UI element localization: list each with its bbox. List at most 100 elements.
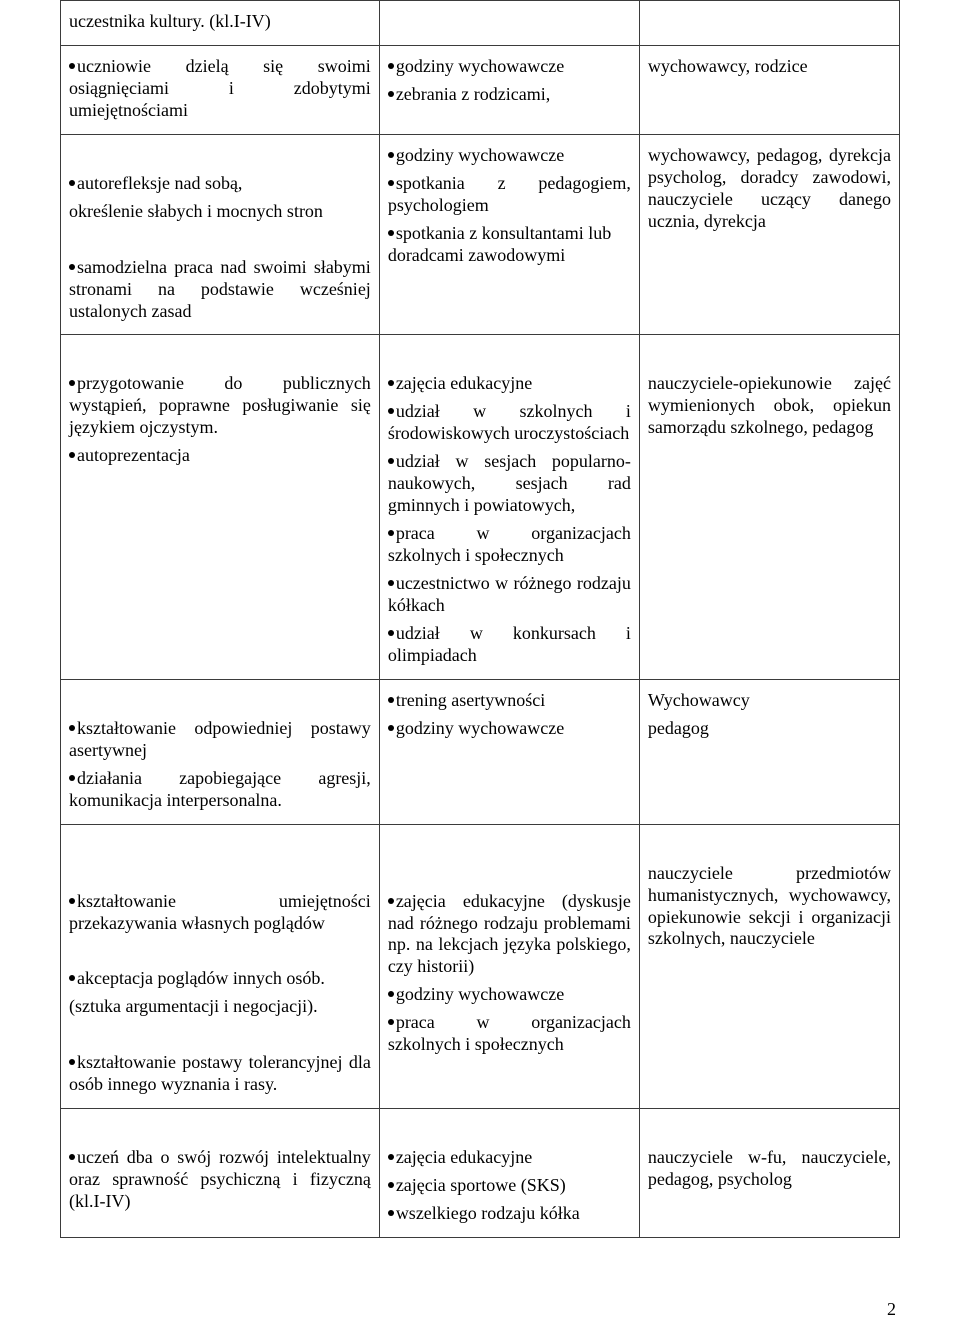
cell-line: kształtowanie umiejętności przekazywania… — [69, 891, 371, 935]
cell-line: godziny wychowawcze — [388, 718, 631, 740]
bullet-icon — [69, 898, 75, 904]
bullet-icon — [69, 725, 75, 731]
table-cell: uczeń dba o swój rozwój intelektualny or… — [61, 1109, 380, 1238]
cell-line: autoprezentacja — [69, 445, 371, 467]
bullet-icon — [388, 408, 394, 414]
cell-line: zebrania z rodzicami, — [388, 84, 631, 106]
table-cell: nauczyciele przedmiotów humanistycznych,… — [639, 824, 899, 1109]
cell-line: uczniowie dzielą się swoimi osiągnięciam… — [69, 56, 371, 122]
cell-line: trening asertywności — [388, 690, 631, 712]
cell-line — [648, 1119, 891, 1141]
cell-line — [388, 345, 631, 367]
cell-line: kształtowanie postawy tolerancyjnej dla … — [69, 1052, 371, 1096]
bullet-icon — [388, 180, 394, 186]
cell-line: wychowawcy, rodzice — [648, 56, 891, 78]
cell-line: Wychowawcy — [648, 690, 891, 712]
table-cell: Wychowawcypedagog — [639, 679, 899, 824]
bullet-icon — [388, 63, 394, 69]
page-number: 2 — [887, 1299, 896, 1320]
table-cell: kształtowanie umiejętności przekazywania… — [61, 824, 380, 1109]
cell-line — [69, 1119, 371, 1141]
cell-line: wszelkiego rodzaju kółka — [388, 1203, 631, 1225]
cell-line: przygotowanie do publicznych wystąpień, … — [69, 373, 371, 439]
table-cell — [379, 1, 639, 46]
bullet-icon — [69, 452, 75, 458]
cell-line — [388, 835, 631, 857]
cell-line: kształtowanie odpowiedniej postawy asert… — [69, 718, 371, 762]
cell-line: wychowawcy, pedagog, dyrekcja psycholog,… — [648, 145, 891, 233]
bullet-icon — [388, 380, 394, 386]
cell-line: działania zapobiegające agresji, komunik… — [69, 768, 371, 812]
table-cell: zajęcia edukacyjne zajęcia sportowe (SKS)… — [379, 1109, 639, 1238]
table-row: przygotowanie do publicznych wystąpień, … — [61, 335, 900, 679]
cell-line: uczeń dba o swój rozwój intelektualny or… — [69, 1147, 371, 1213]
table-row: kształtowanie umiejętności przekazywania… — [61, 824, 900, 1109]
bullet-icon — [388, 1154, 394, 1160]
cell-line — [69, 690, 371, 712]
table-cell: godziny wychowawcze zebrania z rodzicami, — [379, 45, 639, 134]
cell-line: godziny wychowawcze — [388, 56, 631, 78]
cell-line: udział w szkolnych i środowiskowych uroc… — [388, 401, 631, 445]
table-cell: godziny wychowawczespotkania z pedagogie… — [379, 134, 639, 335]
cell-line: (sztuka argumentacji i negocjacji). — [69, 996, 371, 1018]
bullet-icon — [388, 1210, 394, 1216]
content-table: uczestnika kultury. (kl.I-IV) uczniowie d… — [60, 0, 900, 1238]
cell-line: praca w organizacjach szkolnych i społec… — [388, 523, 631, 567]
table-cell: przygotowanie do publicznych wystąpień, … — [61, 335, 380, 679]
cell-line: udział w konkursach i olimpiadach — [388, 623, 631, 667]
bullet-icon — [388, 580, 394, 586]
bullet-icon — [69, 1154, 75, 1160]
cell-line: nauczyciele-opiekunowie zajęć wymieniony… — [648, 373, 891, 439]
cell-line: godziny wychowawcze — [388, 984, 631, 1006]
table-cell: autorefleksje nad sobą, określenie słabyc… — [61, 134, 380, 335]
bullet-icon — [69, 775, 75, 781]
table-cell: uczniowie dzielą się swoimi osiągnięciam… — [61, 45, 380, 134]
bullet-icon — [388, 725, 394, 731]
bullet-icon — [388, 697, 394, 703]
cell-line: zajęcia edukacyjne — [388, 373, 631, 395]
cell-line — [69, 229, 371, 251]
bullet-icon — [388, 530, 394, 536]
cell-line — [69, 145, 371, 167]
cell-line: akceptacja poglądów innych osób. — [69, 968, 371, 990]
bullet-icon — [388, 1182, 394, 1188]
table-cell: kształtowanie odpowiedniej postawy asert… — [61, 679, 380, 824]
table-row: kształtowanie odpowiedniej postawy asert… — [61, 679, 900, 824]
table-cell: zajęcia edukacyjne udział w szkolnych i ś… — [379, 335, 639, 679]
table-cell: nauczyciele w-fu, nauczyciele, pedagog, … — [639, 1109, 899, 1238]
table-cell: zajęcia edukacyjne (dyskusje nad różnego… — [379, 824, 639, 1109]
table-body: uczestnika kultury. (kl.I-IV) uczniowie d… — [61, 1, 900, 1238]
bullet-icon — [69, 180, 75, 186]
bullet-icon — [69, 380, 75, 386]
bullet-icon — [69, 1059, 75, 1065]
cell-line — [69, 863, 371, 885]
cell-line: zajęcia edukacyjne — [388, 1147, 631, 1169]
cell-line: uczestnika kultury. (kl.I-IV) — [69, 11, 371, 33]
page: uczestnika kultury. (kl.I-IV) uczniowie d… — [0, 0, 960, 1334]
cell-line — [388, 863, 631, 885]
cell-line: określenie słabych i mocnych stron — [69, 201, 371, 223]
bullet-icon — [388, 152, 394, 158]
bullet-icon — [388, 991, 394, 997]
table-cell: wychowawcy, rodzice — [639, 45, 899, 134]
table-cell — [639, 1, 899, 46]
cell-line — [648, 835, 891, 857]
cell-line — [69, 345, 371, 367]
cell-line: zajęcia sportowe (SKS) — [388, 1175, 631, 1197]
bullet-icon — [388, 91, 394, 97]
cell-line — [388, 1119, 631, 1141]
bullet-icon — [388, 898, 394, 904]
table-cell: uczestnika kultury. (kl.I-IV) — [61, 1, 380, 46]
table-row: uczestnika kultury. (kl.I-IV) — [61, 1, 900, 46]
cell-line — [69, 835, 371, 857]
cell-line: godziny wychowawcze — [388, 145, 631, 167]
cell-line: autorefleksje nad sobą, — [69, 173, 371, 195]
cell-line — [69, 1024, 371, 1046]
bullet-icon — [388, 630, 394, 636]
table-row: uczeń dba o swój rozwój intelektualny or… — [61, 1109, 900, 1238]
bullet-icon — [69, 975, 75, 981]
cell-line: uczestnictwo w różnego rodzaju kółkach — [388, 573, 631, 617]
bullet-icon — [388, 230, 394, 236]
table-cell: trening asertywności godziny wychowawcze — [379, 679, 639, 824]
bullet-icon — [388, 1019, 394, 1025]
